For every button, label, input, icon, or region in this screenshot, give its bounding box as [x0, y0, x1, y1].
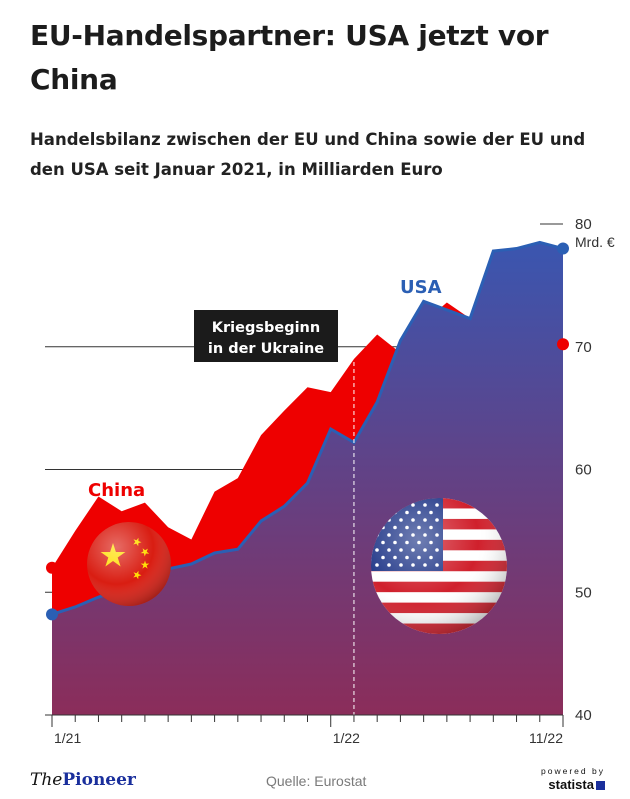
- china-start-point: [46, 561, 58, 574]
- usa-end-point: [557, 242, 569, 255]
- y-unit-label: Mrd. €: [575, 234, 615, 250]
- chart-title: EU-Handelspartner: USA jetzt vor China: [30, 19, 549, 96]
- source-note: Quelle: Eurostat: [266, 773, 367, 789]
- annotation-box: Kriegsbeginn in der Ukraine: [194, 310, 338, 362]
- legend-label-china: China: [88, 480, 145, 501]
- usa-flag-icon: [371, 498, 507, 634]
- brand-logo: ThePioneer: [30, 770, 136, 790]
- y-tick-label: 60: [575, 462, 592, 479]
- statista-logo: powered by statista: [541, 766, 605, 792]
- chart-subtitle: Handelsbilanz zwischen der EU und China …: [30, 130, 586, 179]
- y-tick-label: 70: [575, 339, 592, 356]
- china-end-point: [557, 338, 569, 351]
- y-tick-label: 40: [575, 707, 592, 724]
- y-tick-label: 80: [575, 216, 592, 233]
- annotation-line2: in der Ukraine: [208, 341, 324, 357]
- area-chart: China USA Kriegsbeginn in der Ukraine 40…: [45, 216, 615, 746]
- x-tick-label: 1/21: [54, 730, 81, 746]
- y-tick-label: 50: [575, 584, 592, 601]
- x-tick-label: 1/22: [333, 730, 360, 746]
- china-flag-icon: [87, 522, 171, 606]
- x-tick-label: 11/22: [529, 730, 563, 746]
- usa-start-point: [46, 608, 58, 621]
- legend-label-usa: USA: [400, 277, 442, 298]
- annotation-line1: Kriegsbeginn: [212, 320, 320, 336]
